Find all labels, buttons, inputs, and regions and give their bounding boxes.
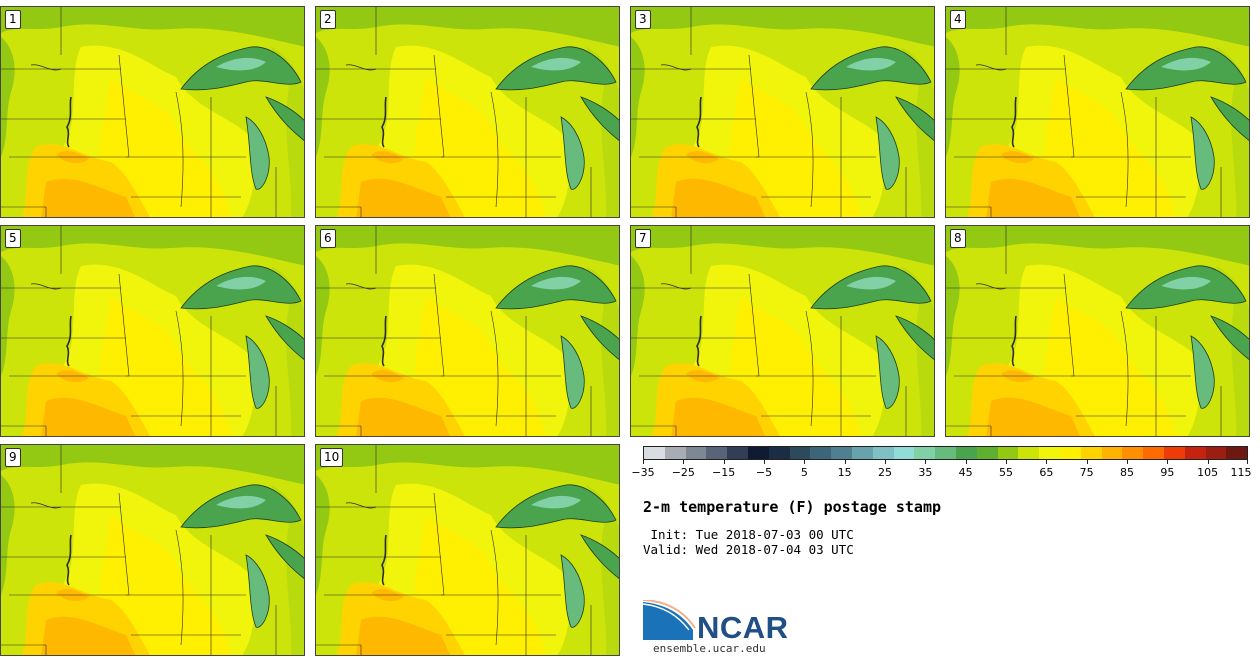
colorbar-cell bbox=[935, 447, 956, 459]
colorbar-tick-label: 45 bbox=[958, 466, 973, 479]
colorbar-cell bbox=[1184, 447, 1206, 459]
colorbar-cell bbox=[997, 447, 1019, 459]
colorbar-cell bbox=[872, 447, 894, 459]
colorbar-cell bbox=[1226, 447, 1248, 459]
colorbar-cell bbox=[789, 447, 811, 459]
colorbar-tick bbox=[804, 460, 806, 464]
colorbar-cell bbox=[893, 447, 915, 459]
temperature-map bbox=[1, 445, 304, 655]
init-time: Init: Tue 2018-07-03 00 UTC bbox=[643, 527, 854, 542]
panel-label: 7 bbox=[635, 229, 651, 248]
panel-label: 9 bbox=[5, 448, 21, 467]
colorbar-cell bbox=[914, 447, 936, 459]
colorbar-tick-label: 115 bbox=[1230, 466, 1252, 479]
colorbar-tick bbox=[1247, 460, 1248, 464]
colorbar-cell bbox=[976, 447, 998, 459]
colorbar-tick bbox=[1086, 460, 1088, 464]
colorbar-tick bbox=[1046, 460, 1048, 464]
colorbar-cell bbox=[706, 447, 728, 459]
colorbar-cell bbox=[664, 447, 686, 459]
colorbar-tick bbox=[643, 460, 644, 464]
colorbar-cell bbox=[1163, 447, 1185, 459]
colorbar-ticks: −35 −25 −15 −5 5 15 25 35 45 55 65 75 85 95 105 115 bbox=[631, 460, 1252, 482]
colorbar-tick-label: 55 bbox=[999, 466, 1013, 479]
temperature-map bbox=[1, 226, 304, 436]
colorbar-cell bbox=[1039, 447, 1060, 459]
colorbar-cell bbox=[831, 447, 852, 459]
temperature-map bbox=[316, 7, 619, 217]
postage-stamp-panel: 1 bbox=[0, 6, 305, 218]
colorbar-tick bbox=[844, 460, 846, 464]
colorbar-cell bbox=[1101, 447, 1123, 459]
colorbar-tick-label: 35 bbox=[918, 466, 933, 479]
colorbar-tick bbox=[1127, 460, 1128, 464]
colorbar-tick bbox=[1207, 460, 1209, 464]
colorbar-tick bbox=[683, 460, 685, 464]
colorbar-tick bbox=[885, 460, 886, 464]
colorbar-tick-label: 65 bbox=[1039, 466, 1054, 479]
postage-stamp-panel: 10 bbox=[315, 444, 620, 656]
colorbar-tick-label: 75 bbox=[1079, 466, 1094, 479]
colorbar-tick-label: −5 bbox=[755, 466, 773, 479]
temperature-map bbox=[316, 226, 619, 436]
colorbar-cell bbox=[1143, 447, 1164, 459]
colorbar-cell bbox=[1205, 447, 1227, 459]
temperature-map bbox=[631, 226, 934, 436]
postage-stamp-panel: 2 bbox=[315, 6, 620, 218]
temperature-map bbox=[946, 226, 1249, 436]
panel-label: 8 bbox=[950, 229, 966, 248]
colorbar-cell bbox=[644, 447, 665, 459]
ncar-logo-icon bbox=[643, 600, 696, 640]
colorbar-cell bbox=[768, 447, 790, 459]
postage-stamp-panel: 3 bbox=[630, 6, 935, 218]
panel-label: 4 bbox=[950, 10, 966, 29]
valid-time: Valid: Wed 2018-07-04 03 UTC bbox=[643, 542, 854, 557]
colorbar-tick-label: 25 bbox=[878, 466, 892, 479]
colorbar-tick-label: −35 bbox=[631, 466, 655, 479]
temperature-map bbox=[316, 445, 619, 655]
colorbar-cell bbox=[851, 447, 873, 459]
figure-title: 2-m temperature (F) postage stamp bbox=[643, 498, 942, 516]
ncar-logo-text: NCAR bbox=[697, 610, 789, 645]
panel-label: 10 bbox=[320, 448, 344, 467]
colorbar-tick-label: 15 bbox=[837, 466, 852, 479]
colorbar-tick bbox=[764, 460, 765, 464]
temperature-colorbar bbox=[643, 446, 1248, 460]
colorbar-cell bbox=[685, 447, 707, 459]
colorbar-tick bbox=[723, 460, 725, 464]
colorbar-cell bbox=[1059, 447, 1081, 459]
panel-label: 1 bbox=[5, 10, 21, 29]
colorbar-tick bbox=[925, 460, 927, 464]
colorbar-tick bbox=[965, 460, 967, 464]
postage-stamp-panel: 8 bbox=[945, 225, 1250, 437]
colorbar-cell bbox=[747, 447, 769, 459]
colorbar-tick-label: 95 bbox=[1160, 466, 1175, 479]
postage-stamp-panel: 4 bbox=[945, 6, 1250, 218]
panel-label: 5 bbox=[5, 229, 21, 248]
site-url: ensemble.ucar.edu bbox=[653, 642, 766, 655]
postage-stamp-panel: 7 bbox=[630, 225, 935, 437]
postage-stamp-panel: 9 bbox=[0, 444, 305, 656]
panel-label: 2 bbox=[320, 10, 336, 29]
colorbar-tick bbox=[1006, 460, 1007, 464]
temperature-map bbox=[1, 7, 304, 217]
colorbar-cell bbox=[955, 447, 977, 459]
colorbar-cell bbox=[727, 447, 748, 459]
colorbar-tick-label: 105 bbox=[1197, 466, 1219, 479]
colorbar-tick-label: 85 bbox=[1120, 466, 1134, 479]
postage-stamp-panel: 6 bbox=[315, 225, 620, 437]
colorbar-tick-label: 5 bbox=[800, 466, 808, 479]
panel-label: 6 bbox=[320, 229, 336, 248]
colorbar-cell bbox=[1018, 447, 1040, 459]
panel-label: 3 bbox=[635, 10, 651, 29]
temperature-map bbox=[631, 7, 934, 217]
colorbar-tick-label: −15 bbox=[712, 466, 736, 479]
colorbar-cell bbox=[1122, 447, 1144, 459]
colorbar-tick bbox=[1167, 460, 1169, 464]
colorbar-tick-label: −25 bbox=[671, 466, 695, 479]
temperature-map bbox=[946, 7, 1249, 217]
postage-stamp-panel: 5 bbox=[0, 225, 305, 437]
colorbar-cell bbox=[1080, 447, 1102, 459]
colorbar-cell bbox=[810, 447, 832, 459]
